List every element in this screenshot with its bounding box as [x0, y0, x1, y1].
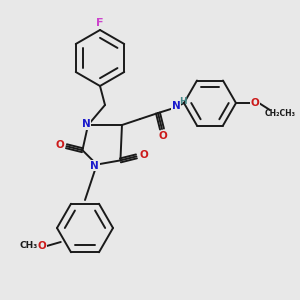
Text: O: O [55, 140, 64, 150]
Text: O: O [250, 98, 259, 108]
Text: O: O [139, 150, 148, 161]
Text: N: N [90, 160, 99, 171]
Text: CH₂CH₃: CH₂CH₃ [265, 109, 296, 118]
Text: N: N [82, 119, 90, 129]
Text: O: O [159, 131, 167, 141]
Text: O: O [38, 241, 46, 251]
Text: N: N [172, 101, 180, 111]
Text: F: F [96, 18, 104, 28]
Text: CH₃: CH₃ [20, 241, 38, 250]
Text: H: H [179, 97, 187, 106]
